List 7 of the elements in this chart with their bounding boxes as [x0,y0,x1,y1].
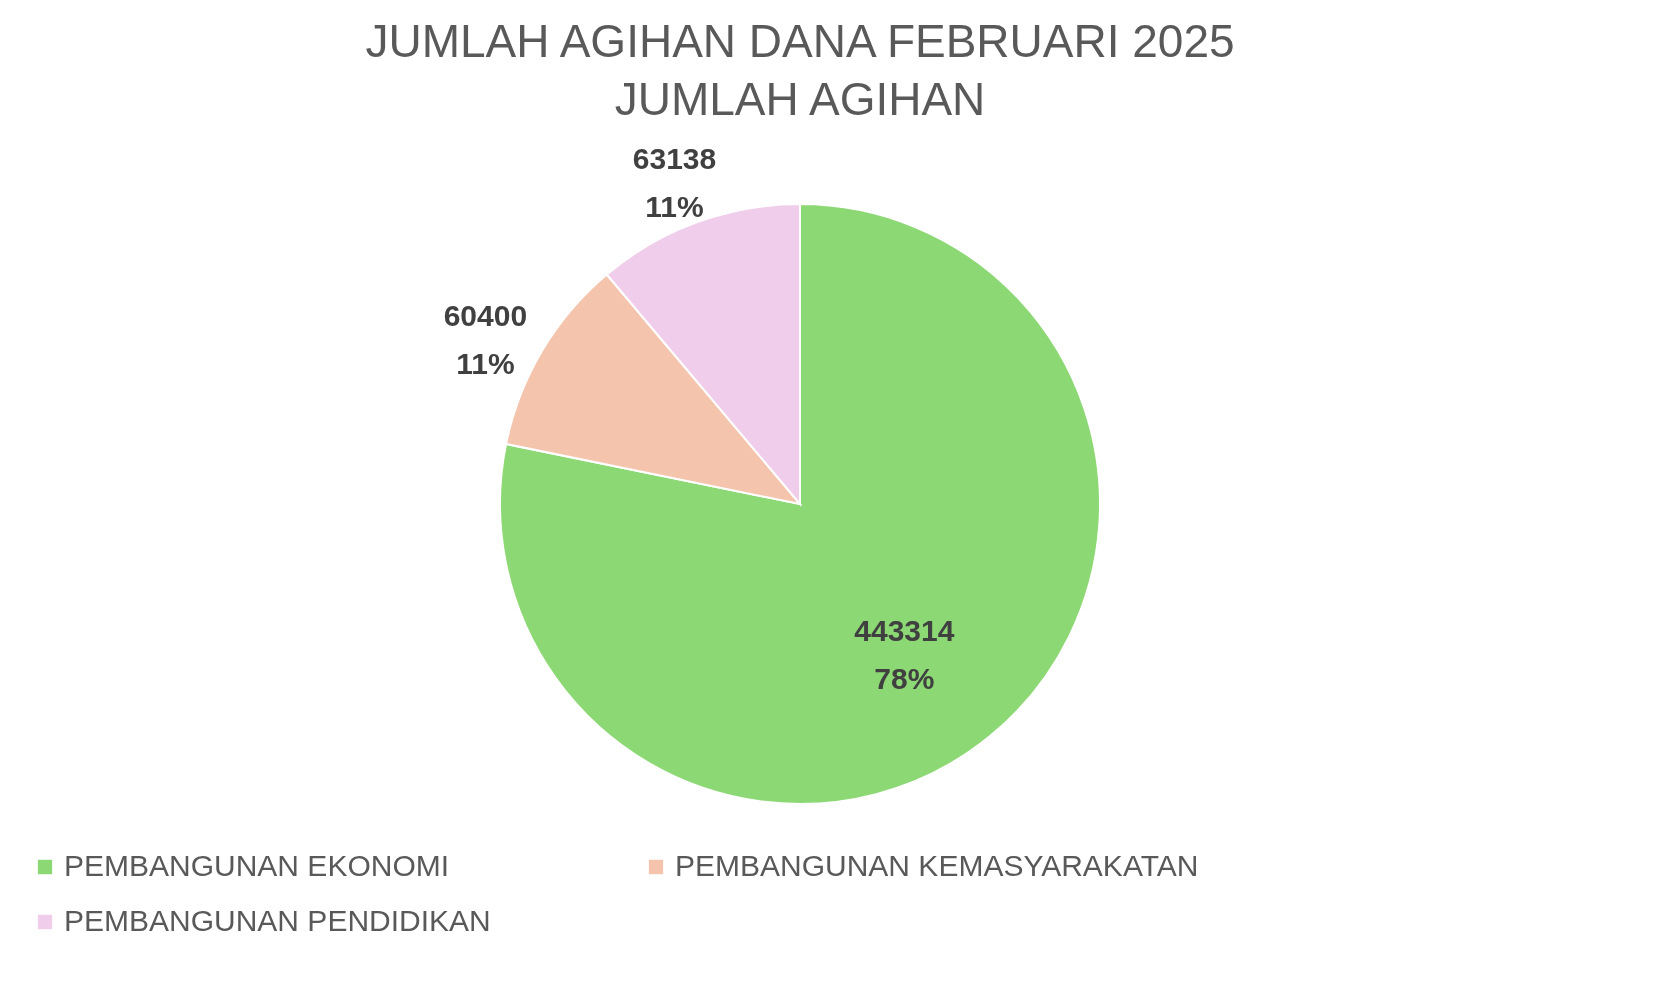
chart-title: JUMLAH AGIHAN DANA FEBRUARI 2025 JUMLAH AGIHAN [365,15,1235,126]
data-label: 443314 78% [854,613,955,695]
legend-label: PEMBANGUNAN EKONOMI [64,849,450,882]
data-label: 63138 11% [632,142,717,224]
legend-label: PEMBANGUNAN PENDIDIKAN [64,904,491,937]
data-label: 60400 11% [443,299,528,381]
legend-label: PEMBANGUNAN KEMASYARAKATAN [675,849,1199,882]
